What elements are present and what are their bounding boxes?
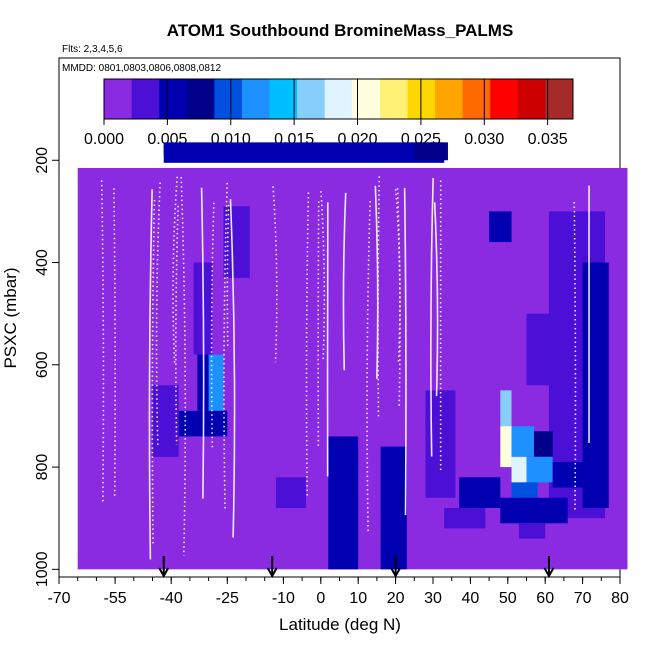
x-tick-label: 30 <box>424 590 442 607</box>
flight-track <box>210 202 215 451</box>
flight-track <box>180 177 187 556</box>
heatmap-cell <box>552 461 591 488</box>
heatmap-cell <box>380 446 407 570</box>
x-tick-label: 20 <box>387 590 405 607</box>
flight-track <box>403 187 407 516</box>
colorbar-swatch <box>241 79 271 119</box>
x-tick-label: -55 <box>104 590 127 607</box>
x-tick-label: 40 <box>462 590 480 607</box>
x-axis: -70 -55 -40 -25 -10 0 10 20 30 40 50 60 70 80 <box>47 577 629 607</box>
y-tick-label: 800 <box>34 454 51 481</box>
arrow-head <box>543 567 555 579</box>
heatmap <box>77 142 628 570</box>
heatmap-cell <box>526 456 553 483</box>
colorbar-swatch <box>324 79 353 119</box>
chart-title: ATOM1 Southbound BromineMass_PALMS <box>167 21 514 40</box>
flight-track <box>433 202 439 397</box>
colorbar-tick-label: 0.030 <box>464 131 504 148</box>
y-tick-label: 600 <box>34 351 51 378</box>
x-tick-label: 70 <box>574 590 592 607</box>
colorbar-swatch <box>435 79 464 119</box>
colorbar-swatch <box>352 79 381 119</box>
heatmap-cell <box>163 144 246 156</box>
heatmap-cell <box>459 477 501 508</box>
heatmap-cell <box>526 313 553 386</box>
heatmap-cell <box>519 523 546 539</box>
colorbar-swatch <box>104 79 133 119</box>
flight-track <box>148 189 153 560</box>
colorbar-swatch <box>545 79 574 119</box>
x-tick-label: -25 <box>216 590 239 607</box>
flight-track <box>342 192 347 371</box>
arrow-head <box>158 567 170 579</box>
flight-track <box>200 187 205 499</box>
mmdd-label: MMDD: 0801,0803,0806,0808,0812 <box>62 63 221 74</box>
flight-track <box>229 199 236 538</box>
heatmap-cell <box>500 497 568 524</box>
heatmap-cell <box>444 507 486 529</box>
colorbar-swatch <box>159 79 188 119</box>
flight-track <box>155 182 161 446</box>
flight-track <box>573 201 577 513</box>
colorbar-swatch <box>407 79 436 119</box>
x-tick-label: 60 <box>536 590 554 607</box>
flight-track <box>151 199 156 546</box>
x-tick-label: -10 <box>272 590 295 607</box>
flight-track <box>366 201 371 535</box>
colorbar-swatch <box>379 79 408 119</box>
x-tick-label: -40 <box>160 590 183 607</box>
x-tick-label: -70 <box>47 590 70 607</box>
colorbar-swatch <box>297 79 326 119</box>
colorbar-swatch <box>517 79 546 119</box>
colorbar-swatch <box>269 79 298 119</box>
heatmap-cell <box>275 477 306 508</box>
colorbar-tick-label: 0.000 <box>84 131 124 148</box>
heatmap-cell <box>414 142 448 161</box>
colorbar-swatch <box>186 79 215 119</box>
flight-track <box>317 201 320 446</box>
heatmap-cell <box>208 354 224 411</box>
flight-track <box>430 177 434 457</box>
colorbar-swatch <box>131 79 160 119</box>
x-tick-label: 50 <box>499 590 517 607</box>
arrow-head <box>266 567 278 579</box>
heatmap-cell <box>511 426 534 457</box>
flight-track <box>374 185 379 379</box>
y-axis: 200 400 600 800 1000 <box>34 147 59 587</box>
colorbar: 0.000 0.005 0.010 0.015 0.020 0.025 0.030 0.035 <box>84 78 574 148</box>
x-axis-label: Latitude (deg N) <box>279 615 401 634</box>
heatmap-cell <box>533 431 553 457</box>
heatmap-cell <box>328 436 359 570</box>
x-tick-label: 0 <box>316 590 325 607</box>
arrow-head <box>390 567 401 579</box>
heatmap-cell <box>511 456 527 483</box>
colorbar-swatch <box>214 79 243 119</box>
heatmap-cell <box>152 385 179 457</box>
flights-label: Flts: 2,3,4,5,6 <box>62 44 123 55</box>
y-tick-label: 400 <box>34 249 51 276</box>
flight-track <box>320 191 326 363</box>
surface-arrows <box>158 556 555 579</box>
heatmap-cell <box>500 390 512 427</box>
flight-tracks <box>100 176 590 560</box>
heatmap-cell <box>489 211 512 243</box>
y-tick-label: 200 <box>34 147 51 174</box>
colorbar-tick-label: 0.035 <box>528 131 568 148</box>
y-axis-label: PSXC (mbar) <box>1 267 20 368</box>
flight-track <box>100 180 105 504</box>
heatmap-cell <box>500 426 512 468</box>
heatmap-cell <box>511 482 538 498</box>
colorbar-swatch <box>490 79 519 119</box>
colorbar-swatch <box>462 79 491 119</box>
y-tick-label: 1000 <box>34 551 51 587</box>
x-tick-label: 80 <box>611 590 629 607</box>
x-tick-label: 10 <box>349 590 367 607</box>
